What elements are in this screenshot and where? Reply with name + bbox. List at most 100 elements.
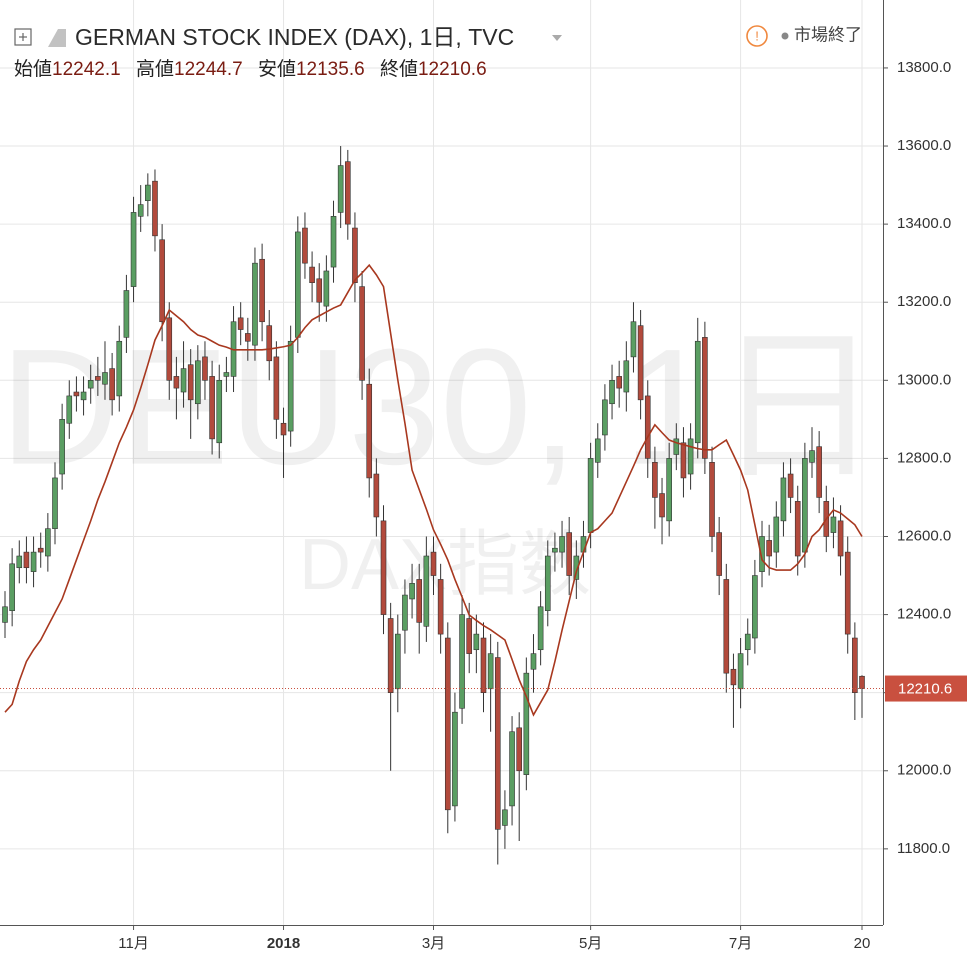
- candle-body: [337, 165, 344, 213]
- candle-body: [109, 368, 115, 401]
- candle-body: [116, 340, 123, 397]
- candle-body: [45, 528, 51, 557]
- candle-body: [252, 262, 258, 346]
- candle-body: [773, 516, 780, 553]
- candle-body: [444, 637, 451, 811]
- y-tick-label: 12600.0: [897, 527, 951, 544]
- candle-body: [594, 438, 601, 463]
- candle-body: [502, 809, 508, 826]
- candle-body: [459, 614, 465, 709]
- candle-body: [566, 532, 572, 576]
- candle-body: [802, 458, 808, 553]
- candle-body: [216, 380, 223, 444]
- candle-body: [709, 462, 715, 537]
- candle-body: [523, 672, 530, 775]
- candle-body: [245, 333, 251, 342]
- candle-body: [587, 458, 594, 533]
- candle-body: [644, 395, 651, 459]
- candle-body: [402, 594, 408, 631]
- open-label: 始値: [14, 58, 52, 80]
- y-tick-label: 13600.0: [897, 137, 951, 154]
- candle-body: [123, 290, 130, 338]
- open-value: 12242.1: [52, 59, 121, 80]
- candle-body: [137, 204, 144, 217]
- y-tick-label: 13200.0: [897, 293, 951, 310]
- candle-body: [609, 380, 615, 405]
- last-price-label: 12210.6: [898, 681, 952, 698]
- candle-body: [544, 555, 551, 611]
- candle-body: [702, 337, 708, 459]
- chart-title: GERMAN STOCK INDEX (DAX), 1日, TVC: [75, 24, 514, 50]
- candle-body: [602, 399, 608, 436]
- candle-body: [409, 583, 415, 600]
- candle-body: [95, 376, 101, 381]
- candle-body: [844, 551, 851, 635]
- symbol-flag: [48, 29, 66, 47]
- candle-body: [130, 212, 137, 287]
- add-icon[interactable]: [14, 28, 32, 46]
- candle-body: [716, 532, 722, 576]
- candle-body: [23, 551, 30, 569]
- market-status: 市場終了: [794, 25, 862, 44]
- candle-body: [852, 637, 858, 693]
- y-tick-label: 13000.0: [897, 371, 951, 388]
- y-tick-label: 12000.0: [897, 762, 951, 779]
- candle-body: [430, 551, 437, 576]
- status-icon[interactable]: [746, 25, 768, 47]
- candle-body: [316, 278, 323, 303]
- candle-body: [623, 360, 630, 393]
- title-dropdown[interactable]: [552, 35, 562, 41]
- low-value: 12135.6: [296, 59, 365, 80]
- candle-body: [330, 216, 337, 268]
- candle-body: [673, 438, 680, 455]
- candle-body: [559, 536, 565, 553]
- high-value: 12244.7: [174, 59, 243, 80]
- candle-body: [530, 653, 537, 670]
- plot-area: [0, 146, 883, 865]
- candle-body: [280, 422, 287, 436]
- y-tick-label: 13400.0: [897, 215, 951, 232]
- candle-body: [752, 575, 758, 639]
- candle-body: [423, 555, 430, 627]
- candle-body: [202, 356, 208, 381]
- candle-body: [787, 473, 794, 498]
- candle-body: [830, 516, 837, 533]
- watermark-sub: DAX指数: [299, 525, 591, 605]
- candle-body: [723, 579, 730, 674]
- candle-body: [687, 438, 694, 475]
- axes: 11800.012000.012200.012400.012600.012800…: [118, 59, 967, 952]
- candle-body: [416, 579, 423, 623]
- candle-body: [552, 547, 558, 553]
- candle-body: [16, 555, 23, 569]
- candle-body: [159, 239, 165, 323]
- candle-body: [580, 536, 587, 553]
- low-label: 安値: [258, 58, 296, 80]
- candle-body: [466, 618, 473, 654]
- candle-body: [680, 442, 687, 479]
- watermark: DEU30, 1日: [0, 315, 880, 499]
- candle-body: [195, 360, 201, 405]
- candle-body: [323, 270, 330, 307]
- candle-body: [380, 520, 387, 615]
- candle-body: [302, 227, 308, 264]
- candle-body: [630, 321, 637, 358]
- candle-body: [537, 606, 544, 651]
- candle-body: [480, 637, 487, 693]
- candle-body: [666, 458, 672, 522]
- candle-body: [694, 340, 701, 444]
- candle-body: [394, 633, 401, 690]
- candle-body: [780, 477, 787, 522]
- x-tick-label: 3月: [422, 935, 445, 952]
- high-label: 高値: [136, 58, 174, 80]
- candle-body: [509, 731, 515, 807]
- candle-body: [52, 477, 58, 529]
- candle-body: [152, 180, 158, 237]
- candle-body: [9, 563, 15, 611]
- y-tick-label: 12800.0: [897, 449, 951, 466]
- candle-body: [273, 356, 280, 420]
- ohlc-legend: 始値12242.1 高値12244.7 安値12135.6 終値12210.6: [14, 58, 487, 80]
- x-tick-label: 2018: [267, 935, 300, 952]
- candle-body: [266, 325, 273, 362]
